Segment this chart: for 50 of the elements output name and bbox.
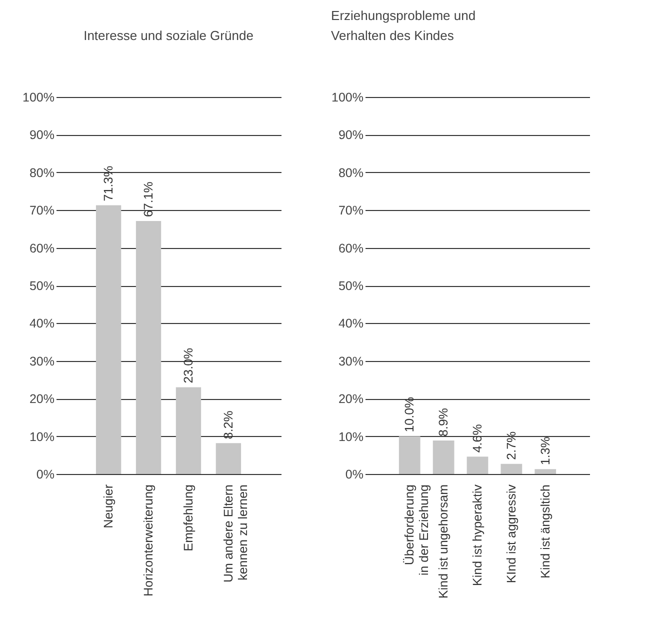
bar [136,221,162,474]
y-tick-label: 70% [338,204,364,218]
y-tick-label: 80% [338,166,364,180]
bar [534,469,556,474]
bar [216,443,242,474]
y-tick-label: 10% [29,430,54,444]
x-tick-label: Um andere Eltern kennen zu lernen [221,484,250,582]
y-tick-label: 80% [29,166,54,180]
y-tick-label: 100% [332,90,364,104]
data-label: 23.0% [181,348,196,384]
data-label: 2.7% [504,431,518,460]
y-tick-label: 100% [22,90,54,104]
data-label: 8.9% [436,408,451,436]
y-tick-label: 90% [338,128,364,142]
y-tick-label: 0% [36,468,54,482]
bar [96,205,122,474]
data-label: 10.0% [402,396,417,432]
bar [466,456,488,474]
data-label: 8.2% [221,410,236,440]
y-tick-label: 20% [29,392,54,406]
x-tick-label: Überforderung in der Erziehung [402,484,432,576]
y-tick-label: 60% [338,241,364,256]
x-tick-label: Horizonterweiterung [142,484,156,596]
y-tick-label: 90% [29,128,54,142]
y-tick-label: 10% [338,430,364,444]
y-tick-label: 40% [338,316,364,331]
y-tick-label: 50% [29,279,54,293]
x-tick-label: Kind ist hyperaktiv [470,484,484,586]
chart-title: Interesse und soziale Gründe [84,28,254,43]
y-tick-label: 20% [338,392,364,406]
bar [398,436,420,474]
y-tick-label: 30% [338,354,364,368]
x-tick-label: KInd ist aggressiv [504,484,518,584]
bar [176,387,202,474]
x-tick-label: Kind ist ängsltich [538,484,552,578]
y-tick-label: 60% [29,241,54,256]
y-tick-label: 30% [29,354,54,368]
data-label: 67.1% [142,182,156,218]
y-tick-label: 50% [338,279,364,293]
data-label: 71.3% [102,166,116,202]
y-tick-label: 40% [29,316,54,331]
x-tick-label: Kind ist ungehorsam [436,484,451,598]
chart-title: Erziehungsprobleme und Verhalten des Kindes [331,8,476,43]
bar [432,440,454,474]
y-tick-label: 0% [345,468,364,482]
bar [500,464,522,474]
y-tick-label: 70% [29,204,54,218]
x-tick-label: Empfehlung [181,484,196,552]
data-label: 1.3% [538,436,552,466]
x-tick-label: Neugier [102,484,116,528]
